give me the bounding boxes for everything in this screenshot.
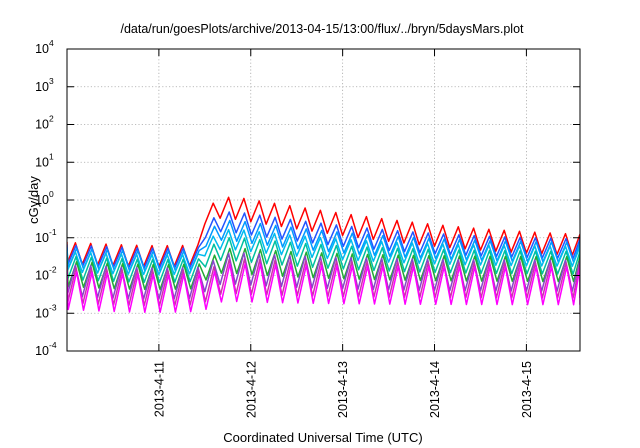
x-tick-label: 2013-4-13 — [336, 361, 350, 418]
series-line — [67, 263, 580, 314]
series-line — [67, 247, 580, 291]
y-axis-label: cGy/day — [26, 176, 41, 224]
x-axis: 2013-4-11 2013-4-12 2013-4-13 2013-4-14 2013… — [152, 49, 534, 418]
y-tick-label: 10 — [35, 193, 49, 207]
x-tick-label: 2013-4-12 — [244, 361, 258, 418]
series-line — [67, 236, 580, 284]
y-tick-exponent: 0 — [49, 189, 54, 199]
y-tick-exponent: 4 — [49, 38, 54, 48]
y-tick-exponent: -2 — [49, 265, 57, 275]
y-tick-label: 10 — [35, 155, 49, 169]
y-tick-exponent: -4 — [49, 340, 57, 350]
x-tick-label: 2013-4-14 — [428, 361, 442, 418]
y-tick-label: 10 — [35, 231, 49, 245]
y-tick-exponent: -3 — [49, 302, 57, 312]
y-tick-label: 10 — [35, 344, 49, 358]
y-tick-exponent: 1 — [49, 151, 54, 161]
y-tick-label: 10 — [35, 42, 49, 56]
y-tick-exponent: -1 — [49, 227, 57, 237]
x-axis-label: Coordinated Universal Time (UTC) — [223, 430, 422, 445]
y-tick-label: 10 — [35, 269, 49, 283]
y-tick-label: 10 — [35, 80, 49, 94]
x-tick-label: 2013-4-11 — [152, 361, 166, 417]
chart-title: /data/run/goesPlots/archive/2013-04-15/1… — [120, 22, 524, 36]
y-tick-exponent: 2 — [49, 114, 54, 124]
y-tick-label: 10 — [35, 118, 49, 132]
y-tick-label: 10 — [35, 306, 49, 320]
y-tick-exponent: 3 — [49, 76, 54, 86]
series-group — [67, 196, 580, 314]
series-line — [67, 228, 580, 276]
x-tick-label: 2013-4-15 — [520, 361, 534, 418]
